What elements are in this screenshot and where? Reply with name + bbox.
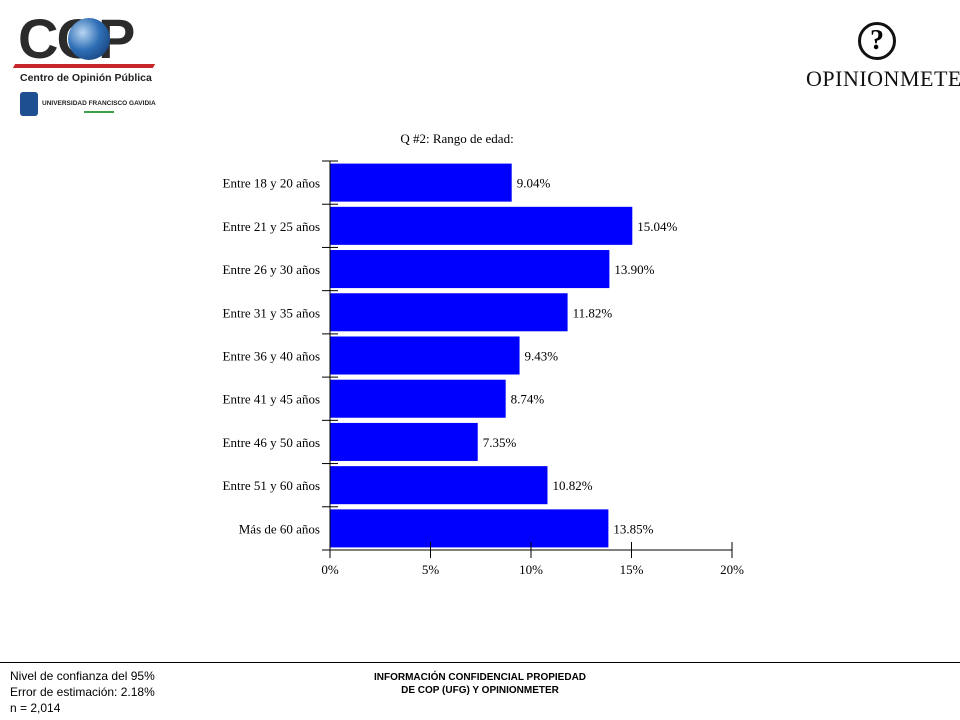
x-tick-label-3: 15% <box>620 562 644 577</box>
ufg-seal-icon <box>20 92 38 116</box>
x-tick-label-1: 5% <box>422 562 440 577</box>
value-label-3: 11.82% <box>573 305 613 320</box>
bar-4 <box>330 336 520 375</box>
bar-6 <box>330 422 478 461</box>
bar-3 <box>330 293 568 332</box>
bar-chart: Q #2: Rango de edad: 9.04% 15.04% 13.90% 11… <box>223 131 745 577</box>
footer-divider <box>0 662 960 663</box>
confidentiality-notice: INFORMACIÓN CONFIDENCIAL PROPIEDAD DE CO… <box>330 671 630 697</box>
chart-title: Q #2: Rango de edad: <box>400 131 513 146</box>
x-tick-label-0: 0% <box>321 562 339 577</box>
confidentiality-line-1: INFORMACIÓN CONFIDENCIAL PROPIEDAD <box>373 672 587 683</box>
cop-logo: COP Centro de Opinión Pública UNIVERSIDA… <box>12 7 164 122</box>
value-label-0: 9.04% <box>517 176 551 191</box>
value-label-1: 15.04% <box>637 219 677 234</box>
value-label-5: 8.74% <box>511 392 545 407</box>
category-label-2: Entre 26 y 30 años <box>223 262 320 277</box>
ufg-underline <box>84 111 114 113</box>
category-label-1: Entre 21 y 25 años <box>223 219 320 234</box>
category-label-0: Entre 18 y 20 años <box>223 176 320 191</box>
globe-icon <box>68 18 110 60</box>
x-tick-label-4: 20% <box>720 562 744 577</box>
bar-7 <box>330 466 548 505</box>
survey-stats: Nivel de confianza del 95% Error de esti… <box>10 668 155 716</box>
confidence-level: Nivel de confianza del 95% <box>10 669 155 683</box>
bars-layer: 9.04% 15.04% 13.90% 11.82% 9.43% 8.74% 7.35% 10… <box>330 163 678 548</box>
bar-2 <box>330 250 610 289</box>
question-mark-icon: ? <box>858 22 896 60</box>
opinionmeter-logo: ? OPINIONMETER <box>800 22 960 102</box>
sample-size: n = 2,014 <box>10 701 61 715</box>
value-label-7: 10.82% <box>552 478 592 493</box>
bar-0 <box>330 163 512 202</box>
category-label-6: Entre 46 y 50 años <box>223 435 320 450</box>
category-label-7: Entre 51 y 60 años <box>223 478 320 493</box>
cop-tagline: Centro de Opinión Pública <box>20 72 152 84</box>
ufg-name: UNIVERSIDAD FRANCISCO GAVIDIA <box>42 100 156 107</box>
category-label-5: Entre 41 y 45 años <box>223 392 320 407</box>
value-label-4: 9.43% <box>525 349 559 364</box>
confidentiality-line-2: DE COP (UFG) Y OPINIONMETER <box>401 685 559 696</box>
bar-5 <box>330 379 506 418</box>
value-label-2: 13.90% <box>614 262 654 277</box>
bar-8 <box>330 509 609 548</box>
x-tick-label-2: 10% <box>519 562 543 577</box>
category-label-3: Entre 31 y 35 años <box>223 305 320 320</box>
value-label-6: 7.35% <box>483 435 517 450</box>
value-label-8: 13.85% <box>613 521 653 536</box>
opinionmeter-wordmark: OPINIONMETER <box>806 66 960 91</box>
bar-1 <box>330 206 633 245</box>
category-label-4: Entre 36 y 40 años <box>223 349 320 364</box>
category-label-8: Más de 60 años <box>239 521 320 536</box>
axis-layer: Entre 18 y 20 años Entre 21 y 25 años Entr… <box>223 160 744 577</box>
estimation-error: Error de estimación: 2.18% <box>10 685 155 699</box>
